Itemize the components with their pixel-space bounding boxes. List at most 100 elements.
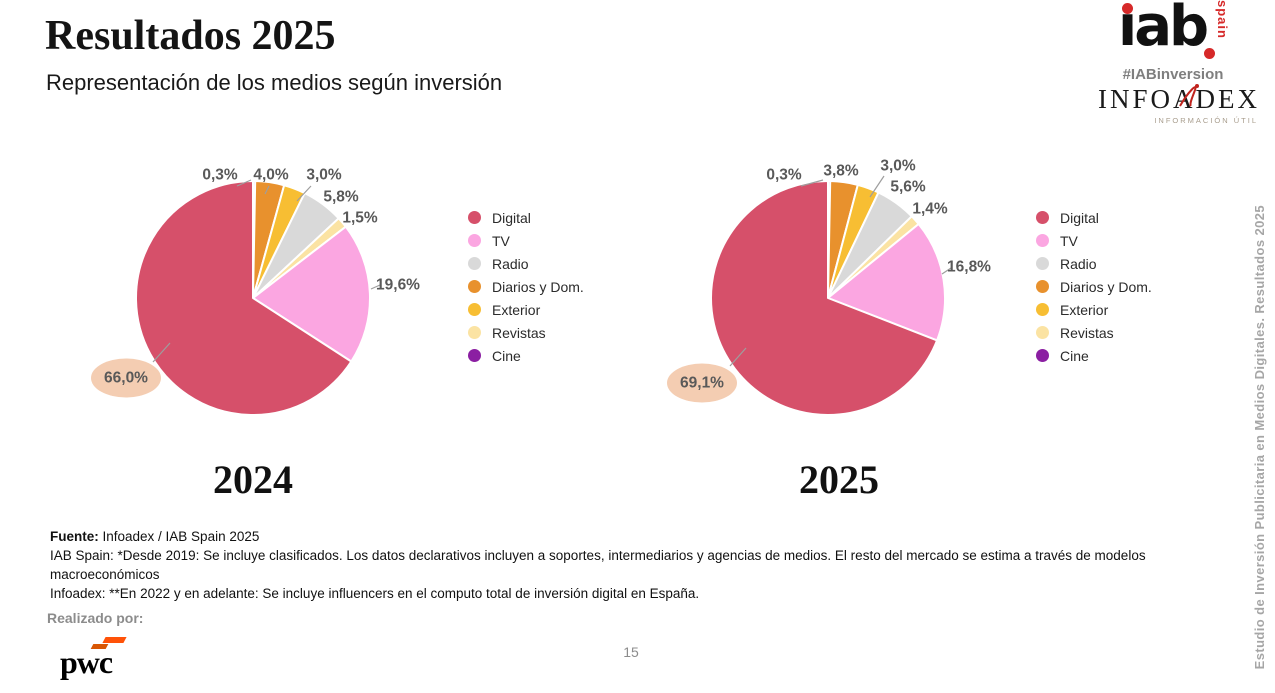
infoadex-tagline: INFORMACIÓN ÚTIL: [1154, 116, 1258, 125]
pie-slice-tv: [252, 225, 371, 363]
legend-item-revistas: Revistas: [468, 321, 584, 344]
chart-title-2024: 2024: [213, 457, 293, 502]
pie-slice-tv: [827, 222, 946, 342]
legend-item-revistas: Revistas: [1036, 321, 1152, 344]
infoadex-swoosh-icon: [1179, 84, 1199, 107]
legend-item-exterior: Exterior: [1036, 298, 1152, 321]
iab-hashtag: #IABinversion: [1122, 66, 1224, 83]
legend-item-label: Cine: [1060, 347, 1089, 364]
legend-color-dot-icon: [468, 326, 481, 339]
legend-item-diarios-y-dom: Diarios y Dom.: [468, 275, 584, 298]
source-label: Fuente:: [50, 529, 99, 544]
legend-color-dot-icon: [1036, 257, 1049, 270]
legend-color-dot-icon: [1036, 234, 1049, 247]
legend-color-dot-icon: [1036, 303, 1049, 316]
legend-item-label: Digital: [1060, 209, 1099, 226]
pie-chart-2024: 66,0% 19,6% 5,8% 4,0% 3,0% 1,5% 0,3%: [91, 167, 420, 416]
legend-item-diarios-y-dom: Diarios y Dom.: [1036, 275, 1152, 298]
legend-item-exterior: Exterior: [468, 298, 584, 321]
legend-2025: Digital TV Radio Diarios y Dom. Exterior Revi…: [1036, 206, 1152, 367]
legend-color-dot-icon: [468, 280, 481, 293]
digital-callout-ellipse: [91, 358, 161, 398]
legend-color-dot-icon: [468, 211, 481, 224]
digital-callout-ellipse: [667, 363, 737, 403]
legend-2024: Digital TV Radio Diarios y Dom. Exterior Revi…: [468, 206, 584, 367]
legend-color-dot-icon: [468, 349, 481, 362]
iab-logo-dot-icon: [1122, 3, 1133, 14]
pie-label-exterior: 3,0%: [306, 167, 342, 184]
pie-label-revistas: 1,4%: [912, 201, 948, 218]
legend-color-dot-icon: [1036, 280, 1049, 293]
legend-item-label: Exterior: [492, 301, 541, 318]
legend-item-label: Exterior: [1060, 301, 1109, 318]
legend-item-label: Radio: [1060, 255, 1097, 272]
page-title: Resultados 2025: [45, 13, 336, 59]
label-leader-line: [264, 185, 270, 195]
source-text: Infoadex / IAB Spain 2025: [98, 529, 260, 544]
pie-label-diarios-y-dom: 4,0%: [253, 167, 289, 184]
iab-logo-spain-text: spain: [1215, 0, 1230, 39]
legend-item-digital: Digital: [468, 206, 584, 229]
legend-item-cine: Cine: [468, 344, 584, 367]
realizado-por-label: Realizado por:: [47, 610, 144, 626]
pie-slice-digital: [135, 180, 353, 416]
pie-label-radio: 5,8%: [323, 189, 359, 206]
footnotes: Fuente: Infoadex / IAB Spain 2025 IAB Sp…: [50, 527, 1175, 603]
pie-label-exterior: 3,0%: [880, 158, 916, 175]
pwc-logo-dash-bright-icon: [102, 637, 127, 643]
pie-label-digital: 69,1%: [680, 375, 724, 392]
footnote-infoadex: Infoadex: **En 2022 y en adelante: Se in…: [50, 586, 700, 601]
page-number: 15: [623, 644, 639, 660]
iab-spain-logo: ıab spain: [1118, 0, 1230, 64]
pie-label-diarios-y-dom: 3,8%: [823, 163, 859, 180]
legend-item-label: TV: [1060, 232, 1078, 249]
legend-item-radio: Radio: [468, 252, 584, 275]
pwc-logo: pwc: [60, 637, 150, 684]
legend-item-label: Diarios y Dom.: [492, 278, 584, 295]
legend-item-label: Digital: [492, 209, 531, 226]
legend-color-dot-icon: [1036, 326, 1049, 339]
legend-item-label: Cine: [492, 347, 521, 364]
label-leader-line: [869, 175, 885, 198]
iab-logo-period-icon: [1204, 48, 1215, 59]
legend-item-tv: TV: [468, 229, 584, 252]
label-leader-line: [729, 347, 747, 367]
legend-item-label: Revistas: [492, 324, 546, 341]
legend-item-label: Revistas: [1060, 324, 1114, 341]
label-leader-line: [236, 179, 252, 187]
vertical-sidebar-text: Estudio de Inversión Publicitaria en Med…: [1252, 204, 1267, 669]
chart-title-2025: 2025: [799, 457, 879, 502]
legend-item-tv: TV: [1036, 229, 1152, 252]
label-leader-line: [941, 267, 952, 275]
page-subtitle: Representación de los medios según inver…: [46, 70, 503, 95]
pie-label-radio: 5,6%: [890, 179, 926, 196]
legend-color-dot-icon: [468, 257, 481, 270]
pie-label-cine: 0,3%: [202, 167, 238, 184]
legend-color-dot-icon: [1036, 349, 1049, 362]
legend-color-dot-icon: [1036, 211, 1049, 224]
pie-chart-2025: 69,1% 16,8% 5,6% 3,8% 3,0% 1,4% 0,3%: [667, 158, 991, 416]
label-leader-line: [296, 185, 312, 202]
legend-item-digital: Digital: [1036, 206, 1152, 229]
legend-item-label: TV: [492, 232, 510, 249]
pie-label-tv: 19,6%: [376, 277, 420, 294]
pie-label-digital: 66,0%: [104, 370, 148, 387]
source-line: Fuente: Infoadex / IAB Spain 2025: [50, 527, 1175, 546]
iab-logo-text: ıab: [1118, 0, 1209, 59]
pie-label-revistas: 1,5%: [342, 210, 378, 227]
legend-item-cine: Cine: [1036, 344, 1152, 367]
legend-color-dot-icon: [468, 303, 481, 316]
pie-label-cine: 0,3%: [766, 167, 802, 184]
legend-item-label: Diarios y Dom.: [1060, 278, 1152, 295]
label-leader-line: [152, 342, 171, 363]
pie-label-tv: 16,8%: [947, 259, 991, 276]
infoadex-logo: INFOADEX INFORMACIÓN ÚTIL: [1098, 84, 1258, 125]
label-leader-line: [370, 284, 381, 290]
infoadex-logo-text: INFOADEX: [1098, 84, 1260, 114]
legend-item-radio: Radio: [1036, 252, 1152, 275]
legend-item-label: Radio: [492, 255, 529, 272]
footnote-iab: IAB Spain: *Desde 2019: Se incluye clasi…: [50, 548, 1146, 582]
pwc-logo-text: pwc: [60, 644, 113, 680]
legend-color-dot-icon: [468, 234, 481, 247]
